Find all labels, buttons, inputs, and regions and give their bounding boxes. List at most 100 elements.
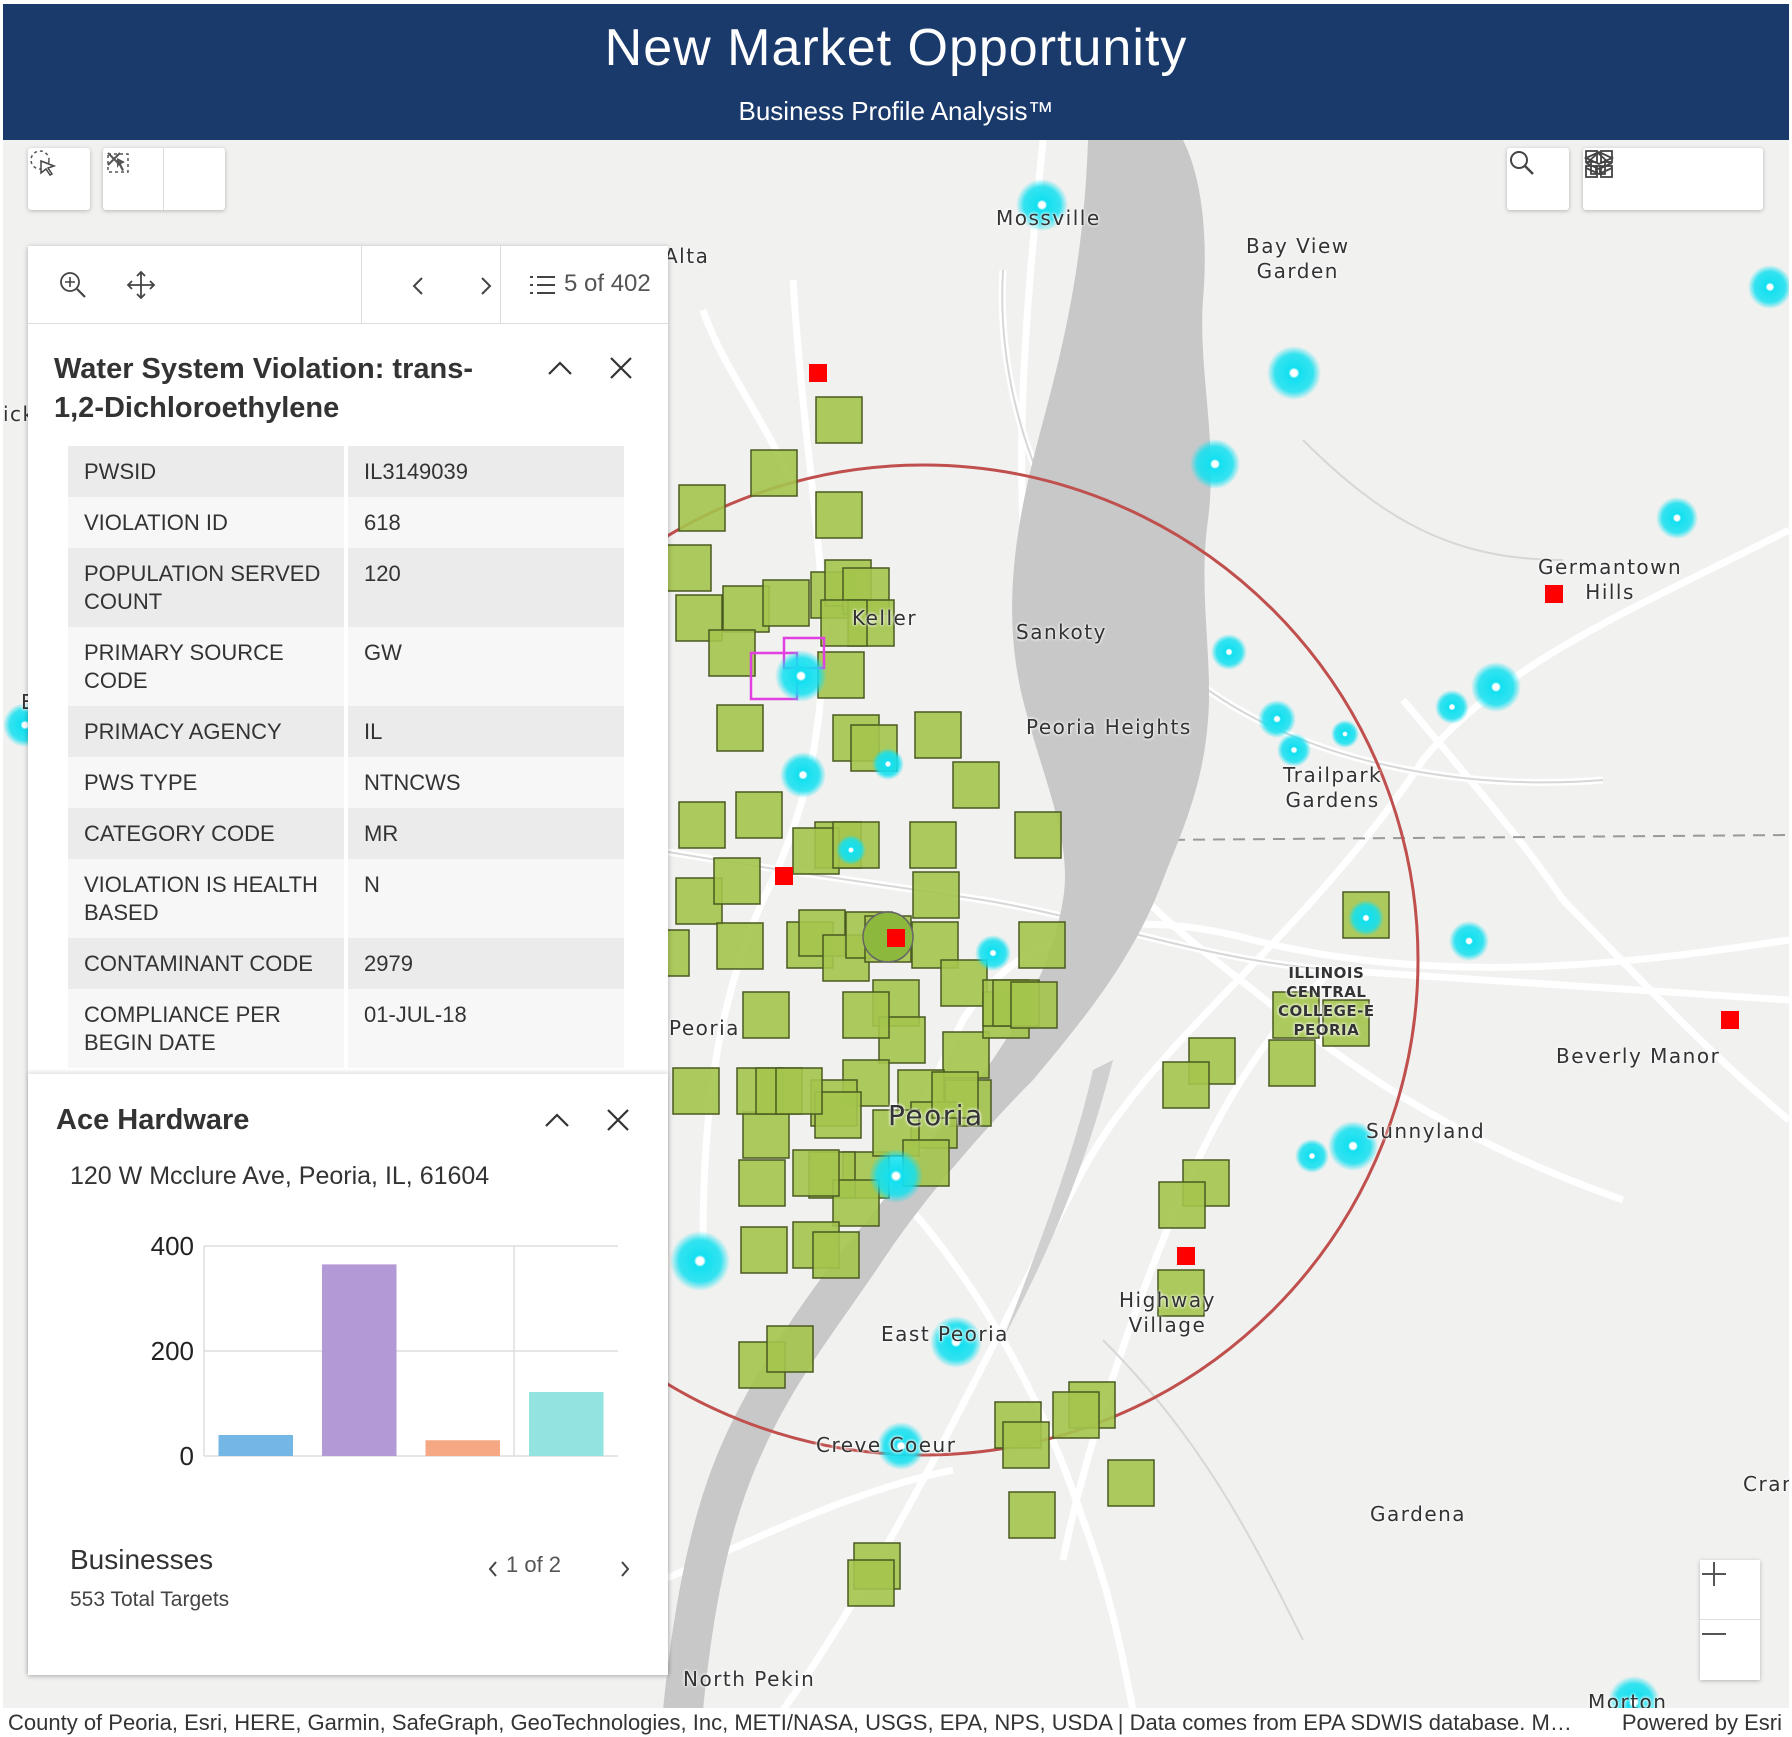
zoom-to-button[interactable] [52, 264, 94, 306]
target-marker[interactable] [670, 1231, 730, 1291]
business-marker[interactable] [1008, 1491, 1056, 1539]
business-marker[interactable] [842, 991, 890, 1039]
business-marker[interactable] [1018, 921, 1066, 969]
powered-by-esri[interactable]: Powered by Esri [1621, 1710, 1782, 1735]
business-marker[interactable] [914, 711, 962, 759]
target-marker[interactable] [877, 1422, 925, 1470]
collapse-violation-button[interactable] [540, 348, 580, 388]
violation-marker[interactable] [1721, 1011, 1739, 1029]
violation-marker[interactable] [775, 867, 793, 885]
business-marker[interactable] [1272, 991, 1320, 1039]
business-marker[interactable] [1157, 1269, 1205, 1317]
business-marker[interactable] [716, 922, 764, 970]
chart-next-button[interactable] [612, 1556, 638, 1582]
target-marker[interactable] [872, 748, 904, 780]
feature-list-button[interactable] [526, 268, 558, 302]
business-marker[interactable] [750, 449, 798, 497]
business-marker[interactable] [1158, 1181, 1206, 1229]
target-marker[interactable] [1277, 733, 1311, 767]
business-marker[interactable] [942, 1031, 990, 1079]
business-marker[interactable] [762, 579, 810, 627]
business-marker[interactable] [792, 1149, 840, 1197]
chart-bar[interactable] [321, 1264, 397, 1456]
business-marker[interactable] [815, 396, 863, 444]
previous-feature-button[interactable] [398, 266, 438, 306]
target-marker[interactable] [1348, 900, 1384, 936]
violation-marker[interactable] [887, 929, 905, 947]
business-marker[interactable] [775, 1067, 823, 1115]
business-marker[interactable] [738, 1159, 786, 1207]
business-marker[interactable] [1052, 1391, 1100, 1439]
violation-marker[interactable] [1545, 585, 1563, 603]
target-marker[interactable] [1328, 1121, 1378, 1171]
target-marker[interactable] [1211, 634, 1247, 670]
business-marker[interactable] [1268, 1039, 1316, 1087]
business-marker[interactable] [1010, 981, 1058, 1029]
business-marker[interactable] [766, 1325, 814, 1373]
target-marker[interactable] [1016, 179, 1068, 231]
business-marker[interactable] [735, 791, 783, 839]
business-marker[interactable] [812, 1231, 860, 1279]
chart-prev-button[interactable] [480, 1556, 506, 1582]
target-marker[interactable] [1295, 1139, 1329, 1173]
chart-bar[interactable] [218, 1435, 294, 1456]
business-marker[interactable] [713, 857, 761, 905]
business-marker[interactable] [1322, 999, 1370, 1047]
violation-marker[interactable] [809, 364, 827, 382]
target-marker[interactable] [1656, 497, 1698, 539]
business-marker[interactable] [722, 585, 770, 633]
business-marker[interactable] [678, 801, 726, 849]
business-marker[interactable] [1107, 1459, 1155, 1507]
business-marker[interactable] [847, 1559, 895, 1607]
target-marker[interactable] [1190, 439, 1240, 489]
business-marker[interactable] [740, 1226, 788, 1274]
business-marker[interactable] [815, 491, 863, 539]
clear-selection-button[interactable] [107, 148, 225, 210]
business-marker[interactable] [742, 1111, 790, 1159]
business-marker[interactable] [940, 959, 988, 1007]
business-marker[interactable] [952, 761, 1000, 809]
zoom-in-button[interactable] [1700, 1560, 1760, 1620]
violation-marker[interactable] [1177, 1247, 1195, 1265]
business-marker[interactable] [912, 871, 960, 919]
chart-bar[interactable] [528, 1391, 604, 1456]
zoom-out-button[interactable] [1700, 1620, 1760, 1680]
target-marker[interactable] [1267, 346, 1321, 400]
business-marker[interactable] [742, 991, 790, 1039]
basemap-gallery-button[interactable] [1585, 148, 1763, 210]
business-marker[interactable] [1162, 1061, 1210, 1109]
close-violation-button[interactable] [601, 348, 641, 388]
target-marker[interactable] [1449, 921, 1489, 961]
violation-layer[interactable] [775, 364, 1739, 1265]
business-marker[interactable] [708, 629, 756, 677]
select-button[interactable] [28, 148, 90, 210]
business-marker[interactable] [1014, 811, 1062, 859]
business-marker[interactable] [792, 827, 840, 875]
target-marker[interactable] [1608, 1676, 1660, 1710]
business-marker[interactable] [672, 1067, 720, 1115]
business-marker[interactable] [664, 544, 712, 592]
business-marker[interactable] [678, 484, 726, 532]
target-marker[interactable] [1748, 265, 1789, 309]
attribution-text[interactable]: County of Peoria, Esri, HERE, Garmin, Sa… [8, 1710, 1578, 1735]
target-marker[interactable] [975, 935, 1011, 971]
collapse-business-button[interactable] [537, 1100, 577, 1140]
layers-button[interactable] [1583, 148, 1703, 210]
target-marker[interactable] [1331, 720, 1359, 748]
target-marker[interactable] [1471, 662, 1521, 712]
business-marker[interactable] [820, 599, 868, 647]
business-marker[interactable] [716, 704, 764, 752]
target-marker[interactable] [930, 1316, 982, 1368]
business-marker[interactable] [1002, 1421, 1050, 1469]
target-marker[interactable] [775, 650, 827, 702]
target-marker[interactable] [1435, 690, 1469, 724]
pan-button[interactable] [120, 264, 162, 306]
target-marker[interactable] [1258, 700, 1296, 738]
business-marker[interactable] [909, 821, 957, 869]
business-marker[interactable] [832, 1179, 880, 1227]
map-view[interactable]: Mossville Bay View Garden Alta Germantow… [3, 140, 1789, 1710]
next-feature-button[interactable] [466, 266, 506, 306]
lasso-select-button[interactable] [103, 148, 164, 210]
target-marker[interactable] [836, 835, 866, 865]
search-button[interactable] [1507, 148, 1569, 210]
